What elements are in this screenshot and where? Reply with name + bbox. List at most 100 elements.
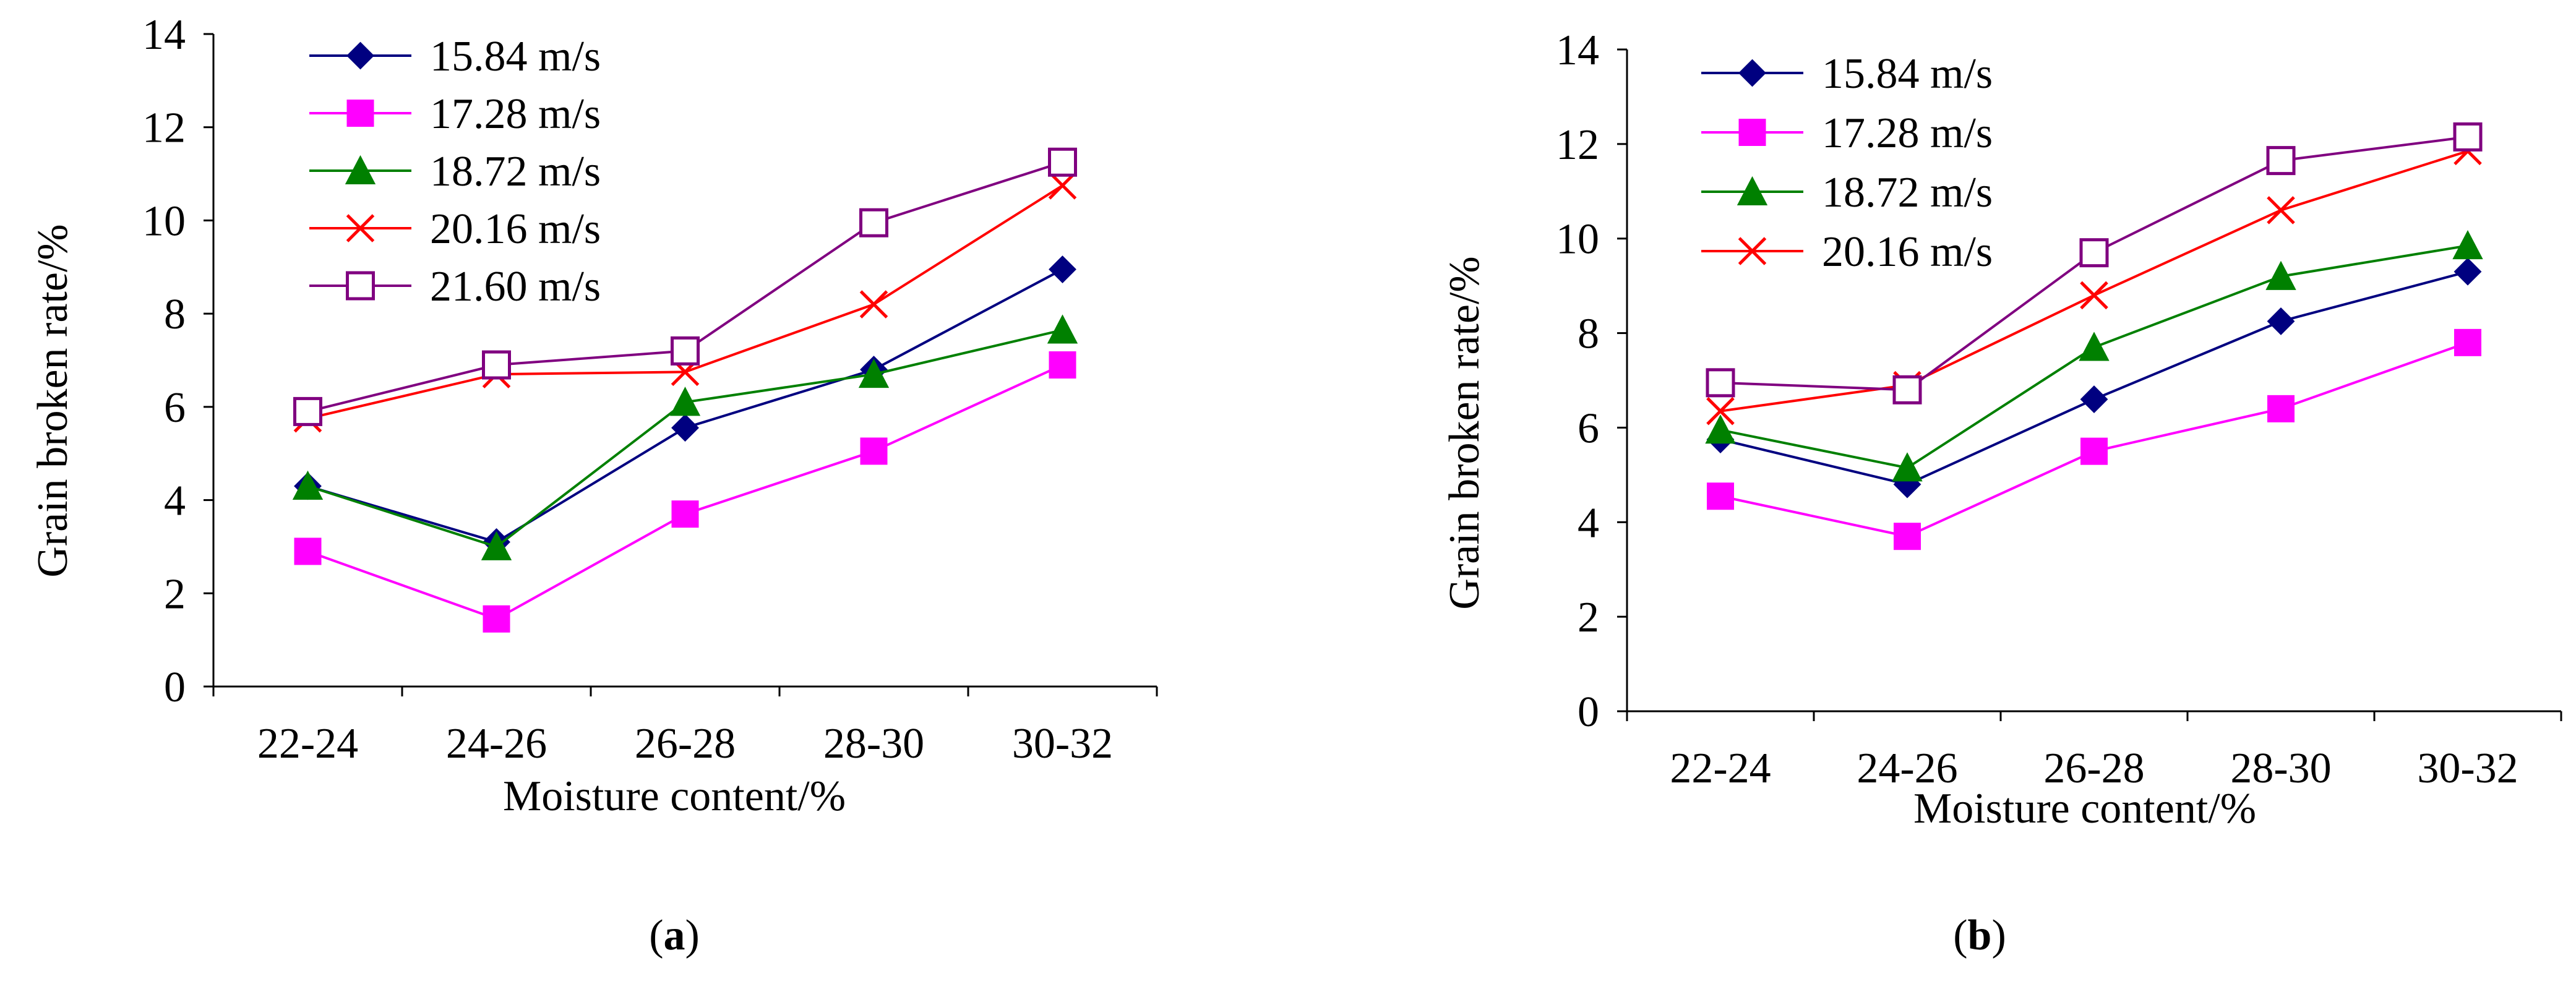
x-tick-label: 22-24 bbox=[257, 720, 358, 768]
data-point bbox=[2452, 230, 2483, 260]
legend-marker bbox=[1737, 176, 1768, 205]
legend-item: 17.28 m/s bbox=[1701, 109, 1993, 157]
legend-label: 17.28 m/s bbox=[430, 90, 601, 138]
svg-text:Grain broken rate/%: Grain broken rate/% bbox=[1441, 256, 1488, 609]
series-1 bbox=[294, 351, 1076, 633]
legend-marker bbox=[346, 214, 375, 242]
legend-label: 21.60 m/s bbox=[430, 263, 601, 310]
y-tick-label: 0 bbox=[164, 664, 186, 711]
data-point bbox=[2454, 328, 2481, 356]
legend-item: 15.84 m/s bbox=[309, 33, 601, 80]
data-point bbox=[2267, 196, 2295, 225]
data-point bbox=[2265, 260, 2296, 290]
legend: 15.84 m/s 17.28 m/s 18.72 m/s 20.16 m/s 21.6… bbox=[309, 33, 601, 310]
data-point bbox=[294, 537, 322, 565]
data-point bbox=[2080, 385, 2108, 413]
y-axis-title: Grain broken rate/% bbox=[1441, 256, 1488, 609]
y-tick-label: 12 bbox=[142, 105, 186, 152]
legend: 15.84 m/s 17.28 m/s 18.72 m/s 20.16 m/s bbox=[1701, 50, 1993, 276]
series-2 bbox=[1705, 230, 2483, 482]
data-point bbox=[671, 336, 700, 366]
data-point bbox=[2267, 395, 2295, 422]
y-tick-label: 10 bbox=[1556, 216, 1599, 263]
data-point bbox=[1049, 255, 1076, 283]
x-tick-label: 30-32 bbox=[1012, 720, 1113, 768]
legend-label: 15.84 m/s bbox=[430, 33, 601, 80]
data-point bbox=[1706, 396, 1735, 426]
data-point bbox=[1048, 147, 1077, 177]
x-tick-label: 26-28 bbox=[635, 720, 736, 768]
data-point bbox=[2453, 122, 2483, 152]
legend-item: 15.84 m/s bbox=[1701, 50, 1993, 98]
data-point bbox=[859, 208, 888, 237]
series-4 bbox=[293, 147, 1077, 426]
legend-item: 18.72 m/s bbox=[1701, 169, 1993, 216]
y-tick-label: 2 bbox=[164, 570, 186, 618]
x-tick-label: 28-30 bbox=[823, 720, 924, 768]
y-tick-label: 6 bbox=[164, 384, 186, 432]
legend-marker bbox=[346, 100, 374, 127]
series bbox=[292, 147, 1078, 633]
legend-label: 20.16 m/s bbox=[430, 205, 601, 253]
data-point bbox=[2079, 238, 2109, 268]
ticks: 0 2 4 6 8 10 12 14 22-24 24-26 26-28 28-30 30-32 bbox=[1556, 27, 2562, 792]
legend-marker bbox=[346, 271, 375, 301]
legend-item: 20.16 m/s bbox=[309, 205, 601, 253]
data-point bbox=[1048, 171, 1077, 200]
legend-label: 18.72 m/s bbox=[1822, 169, 1993, 216]
y-tick-label: 14 bbox=[1556, 27, 1599, 74]
data-point bbox=[1894, 523, 1921, 550]
legend-label: 20.16 m/s bbox=[1822, 228, 1993, 276]
data-point bbox=[671, 500, 699, 528]
legend-marker bbox=[346, 41, 374, 70]
panel-label: (a) bbox=[649, 912, 700, 959]
data-point bbox=[860, 437, 888, 465]
legend-marker bbox=[345, 155, 376, 184]
axes bbox=[212, 34, 1157, 688]
x-tick-label: 26-28 bbox=[2043, 745, 2144, 792]
data-point bbox=[293, 396, 322, 426]
x-tick-label: 30-32 bbox=[2417, 745, 2518, 792]
y-tick-label: 12 bbox=[1556, 121, 1599, 169]
x-axis-title: Moisture content/% bbox=[503, 772, 846, 820]
data-point bbox=[1706, 368, 1735, 398]
legend-item: 21.60 m/s bbox=[309, 263, 601, 310]
data-point bbox=[2267, 307, 2295, 335]
data-point bbox=[1892, 375, 1922, 404]
x-tick-label: 24-26 bbox=[1857, 745, 1957, 792]
svg-text:Grain broken rate/%: Grain broken rate/% bbox=[29, 224, 77, 577]
panel-label: (b) bbox=[1953, 912, 2006, 959]
series-3 bbox=[293, 171, 1077, 433]
x-tick-label: 28-30 bbox=[2230, 745, 2331, 792]
legend-marker bbox=[1738, 237, 1767, 265]
y-tick-label: 0 bbox=[1578, 688, 1599, 736]
legend-item: 18.72 m/s bbox=[309, 148, 601, 195]
ticks: 0 2 4 6 8 10 12 14 22-24 24-26 26-28 28-30 30-32 bbox=[142, 11, 1158, 768]
legend-label: 18.72 m/s bbox=[430, 148, 601, 195]
y-tick-label: 8 bbox=[1578, 310, 1599, 358]
legend-item: 20.16 m/s bbox=[1701, 228, 1993, 276]
chart-panel-a: Grain broken rate/% Moisture content/% (… bbox=[29, 11, 1158, 959]
chart-panel-b: Grain broken rate/% Moisture content/% (… bbox=[1441, 27, 2562, 959]
x-tick-label: 24-26 bbox=[446, 720, 547, 768]
data-point bbox=[1707, 482, 1734, 510]
data-point bbox=[671, 414, 699, 442]
data-point bbox=[1705, 414, 1736, 444]
legend-item: 17.28 m/s bbox=[309, 90, 601, 138]
x-tick-label: 22-24 bbox=[1670, 745, 1771, 792]
series-2 bbox=[292, 314, 1078, 560]
series bbox=[1705, 122, 2483, 550]
data-point bbox=[292, 470, 324, 500]
data-point bbox=[669, 387, 701, 416]
y-tick-label: 14 bbox=[142, 11, 186, 59]
series-1 bbox=[1707, 328, 2481, 550]
data-point bbox=[2454, 257, 2482, 286]
data-point bbox=[2080, 437, 2108, 465]
y-tick-label: 4 bbox=[164, 477, 186, 525]
data-point bbox=[483, 605, 510, 633]
data-point bbox=[2266, 146, 2296, 176]
data-point bbox=[858, 358, 890, 388]
y-tick-label: 4 bbox=[1578, 499, 1599, 547]
legend-marker bbox=[1738, 119, 1766, 146]
